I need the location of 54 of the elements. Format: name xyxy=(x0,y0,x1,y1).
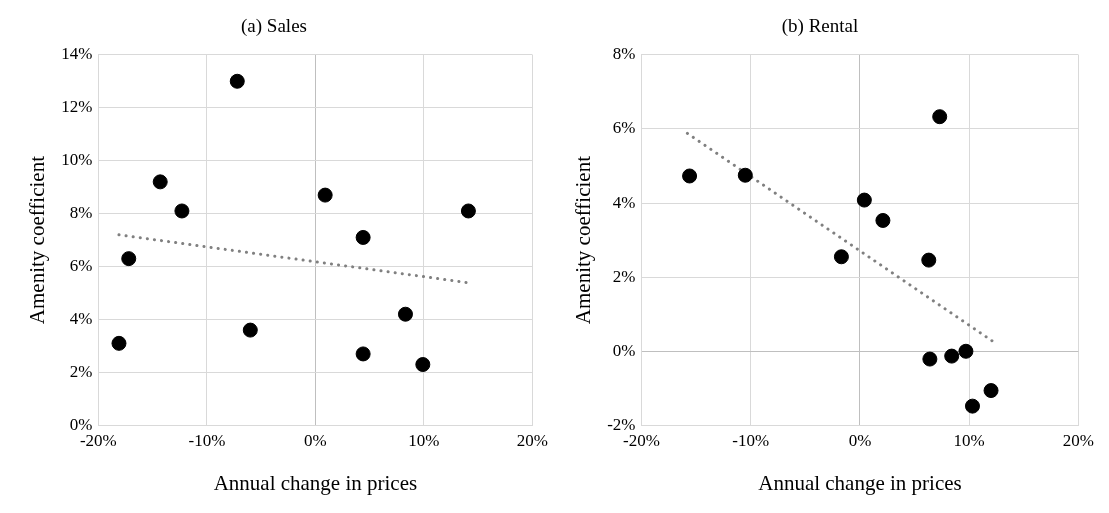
point xyxy=(682,168,698,184)
x-tick-label: 20% xyxy=(516,431,549,451)
x-axis-title: Annual change in prices xyxy=(213,470,418,495)
point xyxy=(415,357,431,373)
x-tick-label: -10% xyxy=(732,431,770,451)
y-axis-title: Amenity coefficient xyxy=(571,155,596,325)
y-tick-label: 0% xyxy=(612,340,636,360)
y-tick-label: -2% xyxy=(607,414,636,434)
point xyxy=(964,398,980,414)
y-axis-title: Amenity coefficient xyxy=(25,155,50,325)
point xyxy=(355,229,371,245)
y-tick-label: 6% xyxy=(612,118,636,138)
point xyxy=(152,174,168,190)
point xyxy=(397,306,413,322)
x-tick-label: -20% xyxy=(623,431,660,451)
point xyxy=(317,187,333,203)
x-tick-label: 0% xyxy=(304,431,327,451)
point xyxy=(875,212,891,228)
point xyxy=(460,203,476,219)
point xyxy=(922,351,938,367)
point xyxy=(932,109,948,125)
point xyxy=(121,251,137,267)
y-tick-label: 14% xyxy=(61,44,93,64)
chart-title: (a) Sales xyxy=(241,15,307,38)
point xyxy=(242,322,258,338)
y-tick-label: 12% xyxy=(61,97,93,117)
point xyxy=(174,203,190,219)
point xyxy=(921,252,937,268)
y-tick-label: 8% xyxy=(69,203,93,223)
point xyxy=(944,348,960,364)
point xyxy=(111,335,127,351)
x-tick-label: 0% xyxy=(848,431,872,451)
y-tick-label: 10% xyxy=(61,150,93,170)
point xyxy=(856,192,872,208)
y-tick-label: 2% xyxy=(69,361,93,381)
x-tick-label: 10% xyxy=(408,431,440,451)
point xyxy=(229,73,245,89)
x-tick-label: -10% xyxy=(188,431,226,451)
y-tick-label: 6% xyxy=(69,256,93,276)
point xyxy=(833,249,849,265)
y-tick-label: 4% xyxy=(612,192,636,212)
y-tick-label: 0% xyxy=(69,414,93,434)
y-tick-label: 4% xyxy=(69,308,93,328)
point xyxy=(355,346,371,362)
point xyxy=(737,167,753,183)
x-tick-label: 20% xyxy=(1062,431,1095,451)
x-tick-label: 10% xyxy=(953,431,985,451)
x-tick-label: -20% xyxy=(79,431,117,451)
y-tick-label: 2% xyxy=(612,266,636,286)
y-tick-label: 8% xyxy=(612,44,636,64)
x-axis-title: Annual change in prices xyxy=(758,470,962,495)
point xyxy=(958,343,974,359)
chart-title: (b) Rental xyxy=(781,15,859,38)
point xyxy=(983,383,999,399)
